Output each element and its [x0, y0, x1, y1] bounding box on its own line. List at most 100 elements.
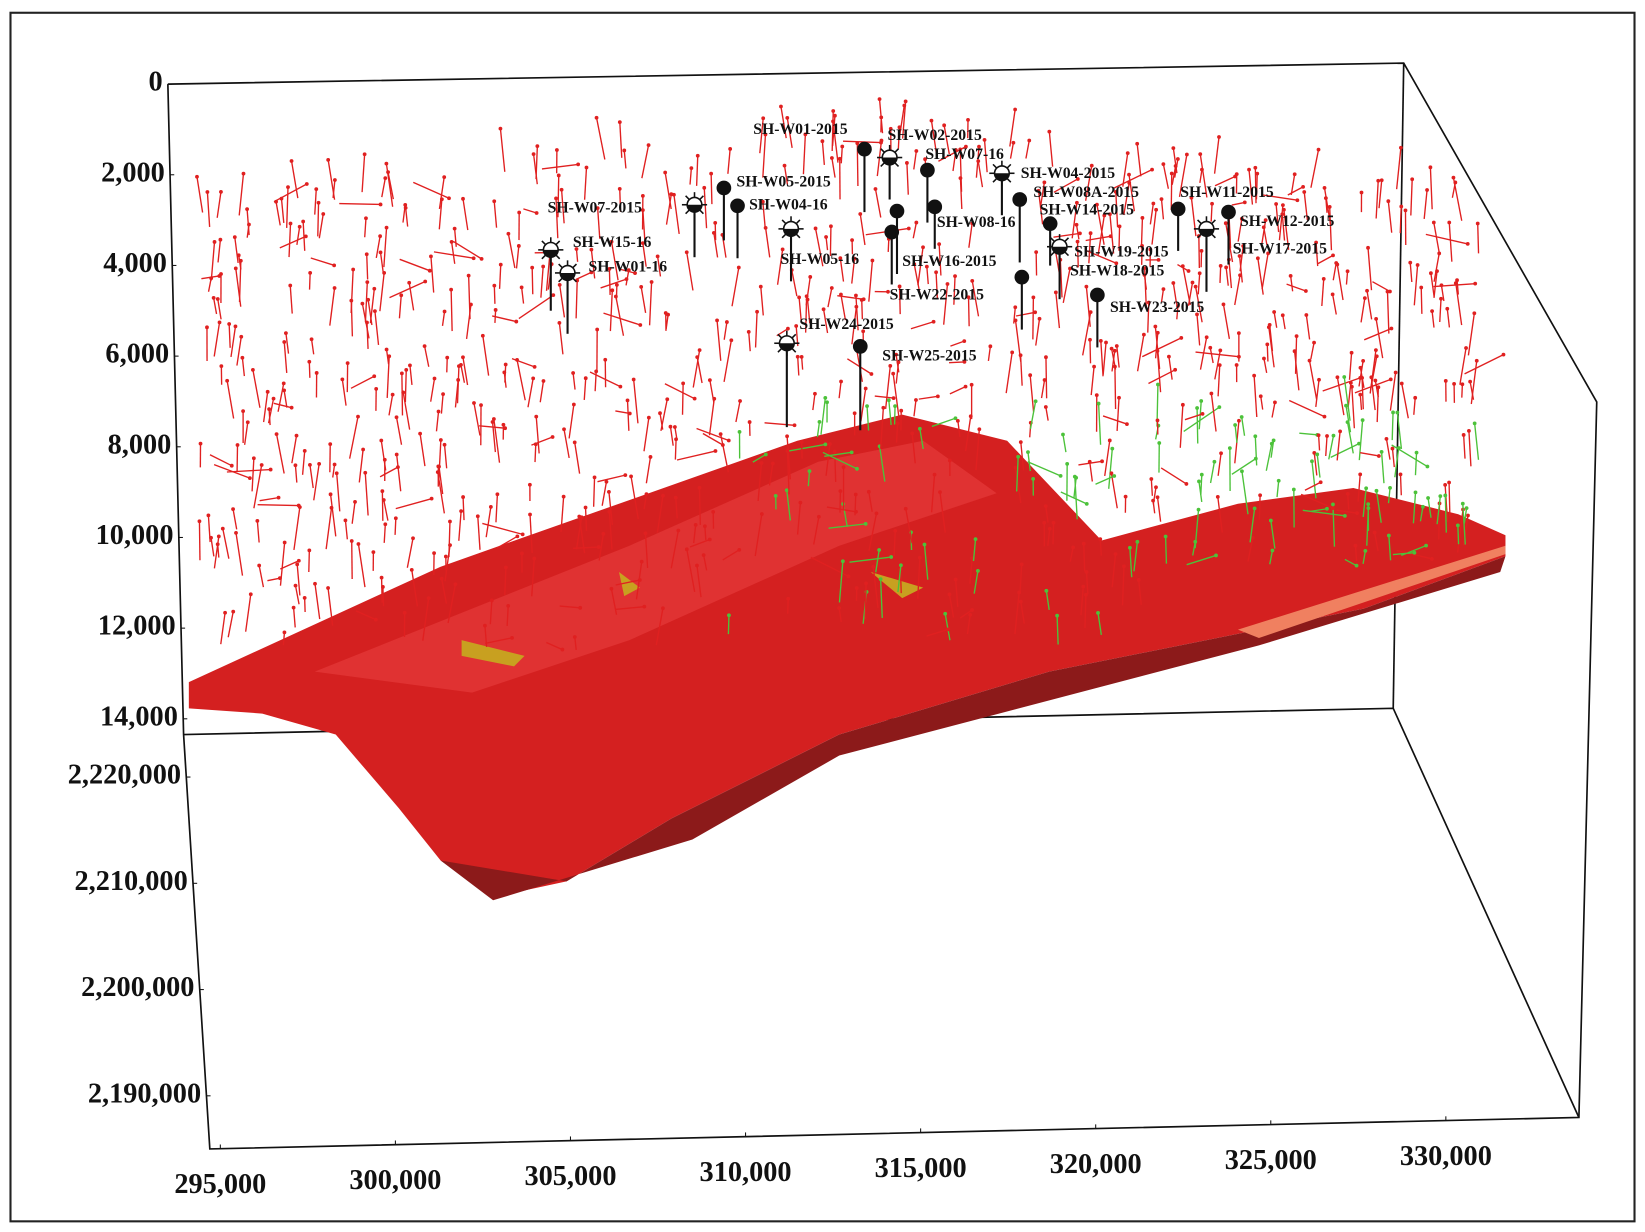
vector-arrow	[1040, 379, 1046, 399]
vector-arrow	[473, 402, 481, 436]
arrow-head	[863, 386, 868, 391]
arrow-head	[727, 613, 731, 618]
arrow-head	[282, 340, 287, 344]
arrow-head	[1148, 247, 1153, 252]
vector-arrow	[413, 181, 450, 199]
arrow-head	[1128, 545, 1132, 550]
vector-arrow	[1389, 372, 1397, 411]
vector-arrow	[1409, 262, 1413, 283]
arrow-head	[1304, 313, 1309, 317]
vector-arrow	[716, 320, 722, 361]
vector-arrow	[1293, 351, 1300, 391]
arrow-head	[1384, 437, 1389, 441]
arrow-head	[617, 120, 622, 125]
vector-arrow	[1209, 461, 1216, 484]
arrow-head	[1208, 345, 1213, 350]
vector-arrow	[209, 454, 233, 467]
arrow-head	[1403, 208, 1408, 213]
vector-arrow	[462, 198, 469, 231]
arrow-head	[1065, 462, 1070, 466]
vector-arrow	[1332, 262, 1337, 281]
arrow-head	[197, 519, 202, 524]
vector-arrow	[695, 155, 699, 186]
arrow-head	[301, 219, 306, 224]
vector-arrow	[520, 287, 525, 304]
vector-arrow	[1100, 340, 1104, 377]
vector-arrow	[238, 173, 245, 216]
arrow-head	[1250, 536, 1255, 540]
vector-arrow	[1102, 342, 1107, 375]
arrow-head	[216, 534, 221, 539]
arrow-head	[1376, 178, 1381, 183]
vector-arrow	[1196, 407, 1199, 444]
vector-arrow	[977, 161, 984, 188]
arrow-head	[1058, 473, 1063, 478]
vector-arrow	[1391, 444, 1428, 468]
vector-arrow	[1194, 286, 1203, 323]
vector-arrow	[1238, 255, 1243, 283]
arrow-head	[813, 391, 817, 396]
arrow-head	[988, 344, 993, 349]
vector-arrow	[256, 520, 260, 543]
vector-arrow	[966, 614, 971, 635]
vector-arrow	[350, 375, 375, 389]
arrow-head	[760, 199, 765, 204]
arrow-head	[1302, 190, 1307, 194]
arrow-head	[1199, 248, 1204, 253]
arrow-head	[235, 443, 240, 447]
arrow-head	[1464, 506, 1469, 510]
arrow-head	[934, 270, 938, 275]
arrow-head	[1413, 395, 1418, 400]
arrow-head	[852, 411, 857, 416]
arrow-head	[1455, 278, 1459, 283]
arrow-head	[738, 399, 742, 403]
vector-arrow	[1462, 515, 1469, 546]
vector-arrow	[820, 397, 826, 435]
well-label: SH-W01-2015	[753, 121, 847, 138]
vector-arrow	[1302, 509, 1345, 517]
vector-arrow	[244, 594, 252, 632]
vector-arrow	[619, 122, 623, 158]
arrow-head	[1390, 446, 1395, 451]
vector-arrow	[539, 380, 545, 403]
arrow-head	[1314, 240, 1318, 245]
arrow-head	[1199, 399, 1204, 403]
arrow-head	[556, 173, 561, 178]
arrow-head	[893, 404, 897, 409]
arrow-head	[308, 462, 312, 467]
producer-marker	[852, 339, 868, 354]
arrow-head	[302, 596, 307, 600]
arrow-head	[878, 577, 883, 582]
vector-arrow	[1154, 326, 1161, 370]
arrow-head	[1330, 506, 1335, 511]
arrow-head	[1190, 280, 1195, 285]
vector-arrow	[764, 227, 771, 258]
vector-arrow	[814, 228, 824, 267]
arrow-head	[759, 461, 764, 465]
arrow-head	[914, 398, 918, 402]
arrow-head	[1429, 271, 1433, 276]
arrow-head	[828, 442, 832, 446]
vector-arrow	[1140, 217, 1144, 249]
vector-arrow	[1149, 203, 1155, 225]
arrow-head	[314, 187, 319, 191]
vector-arrow	[329, 494, 337, 537]
vector-arrow	[1186, 554, 1217, 566]
arrow-head	[1429, 556, 1434, 561]
arrow-head	[409, 567, 414, 572]
vector-arrow	[780, 106, 787, 139]
arrow-head	[953, 416, 958, 421]
vector-arrow	[283, 341, 288, 373]
vector-arrow	[1290, 174, 1296, 196]
arrow-head	[1028, 373, 1033, 378]
vector-arrow	[339, 202, 381, 206]
vector-arrow	[1330, 443, 1360, 458]
arrow-head	[964, 144, 968, 149]
vector-arrow	[1348, 352, 1353, 380]
vector-arrow	[246, 209, 250, 236]
vector-arrow	[1045, 590, 1050, 610]
arrow-head	[1013, 107, 1018, 112]
arrow-head	[495, 492, 500, 497]
vector-arrow	[944, 613, 951, 641]
vector-arrow	[213, 322, 221, 357]
